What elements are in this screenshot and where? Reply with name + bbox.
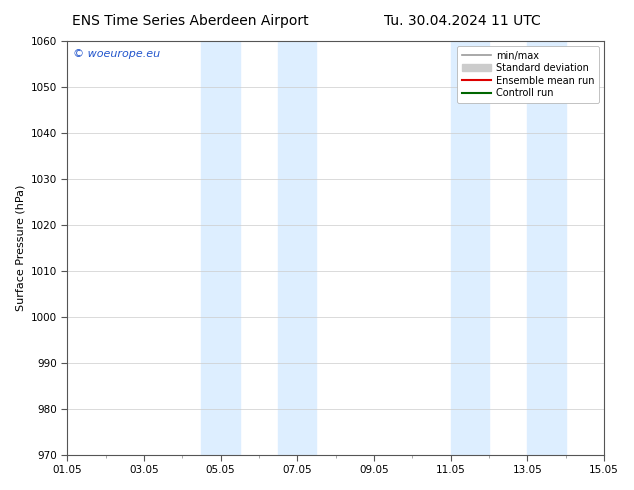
Bar: [451, 41, 489, 455]
Y-axis label: Surface Pressure (hPa): Surface Pressure (hPa): [15, 185, 25, 311]
Text: © woeurope.eu: © woeurope.eu: [72, 49, 160, 59]
Text: Tu. 30.04.2024 11 UTC: Tu. 30.04.2024 11 UTC: [384, 14, 541, 28]
Text: ENS Time Series Aberdeen Airport: ENS Time Series Aberdeen Airport: [72, 14, 309, 28]
Bar: [527, 41, 566, 455]
Bar: [278, 41, 316, 455]
Bar: [202, 41, 240, 455]
Legend: min/max, Standard deviation, Ensemble mean run, Controll run: min/max, Standard deviation, Ensemble me…: [457, 46, 599, 103]
